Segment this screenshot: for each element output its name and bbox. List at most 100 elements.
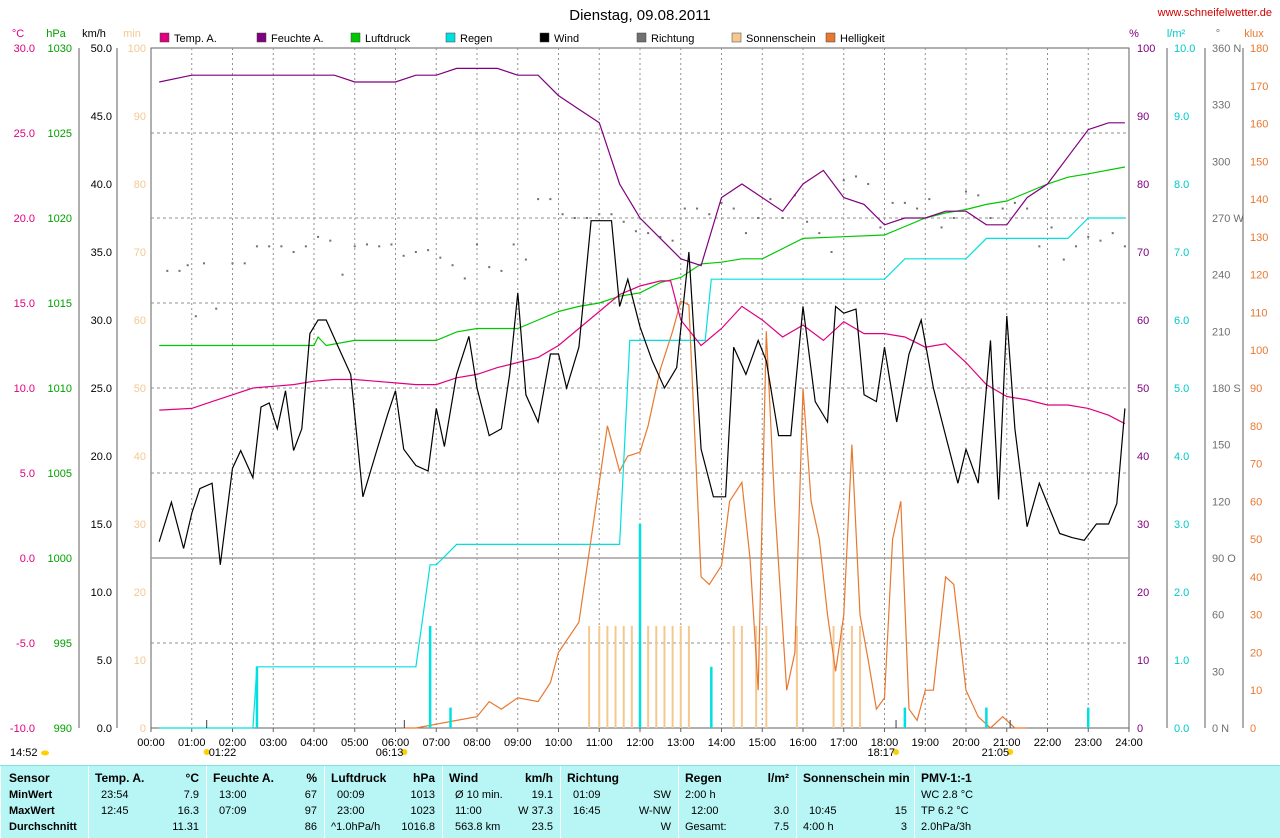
direction-point — [916, 207, 919, 210]
wind-tick-label: 45.0 — [91, 111, 112, 123]
direction-point — [561, 213, 564, 216]
brightness-tick-label: 0 — [1250, 723, 1256, 735]
x-axis: 00:00 01:00 02:00 03:00 04:00 05:00 06:00 07:00… — [137, 728, 1143, 749]
pmv-tp: TP 6.2 °C — [921, 805, 969, 817]
humidity-tick-label: 30 — [1137, 519, 1149, 531]
direction-point — [1123, 245, 1126, 248]
humidity-max-time: 07:09 — [219, 805, 247, 817]
sunshine-header: Sonnenschein min — [803, 771, 910, 785]
direction-point — [524, 258, 527, 261]
rain-total: 7.5 — [773, 821, 789, 833]
wind-tick-label: 15.0 — [91, 519, 112, 531]
x-tick-label: 11:00 — [586, 737, 613, 749]
rain-tick-label: 10.0 — [1174, 43, 1195, 55]
direction-point — [1087, 235, 1090, 238]
direction-point — [202, 262, 205, 265]
direction-point — [732, 207, 735, 210]
rain-tick-label: 6.0 — [1174, 315, 1189, 327]
direction-point — [598, 213, 601, 216]
legend-swatch — [731, 32, 742, 43]
direction-point — [1013, 201, 1016, 204]
wind-tick-label: 0.0 — [97, 723, 112, 735]
humidity-max: 97 — [304, 805, 317, 817]
direction-point — [867, 183, 870, 185]
sunrise-marker-label: 06:13 — [376, 747, 404, 759]
summary-pmv-column: PMV-1:-1 WC 2.8 °C TP 6.2 °C 2.0hPa/3h — [914, 766, 1015, 838]
direction-point — [1026, 207, 1029, 210]
temp-avg: 11.31 — [172, 821, 199, 833]
wind-unit-label: km/h — [82, 28, 106, 40]
direction-avg: W — [660, 821, 671, 833]
direction-point — [255, 245, 258, 248]
summary-temp-column: Temp. A. °C 23:54 7.9 12:45 16.3 11.31 — [88, 766, 207, 838]
durchschnitt-label: Durchschnitt — [9, 821, 77, 833]
x-tick-label: 08:00 — [463, 737, 491, 749]
wind-max-time: 11:00 — [455, 805, 482, 817]
dusk-marker-label: 21:05 — [982, 747, 1010, 759]
website-label[interactable]: www.schneifelwetter.de — [1157, 7, 1272, 19]
legend-label: Luftdruck — [365, 33, 411, 45]
direction-point — [940, 226, 943, 229]
wind-distance: 563.8 km — [455, 821, 501, 833]
brightness-unit-label: klux — [1244, 28, 1264, 40]
summary-sensor-column: Sensor MinWert MaxWert Durchschnitt — [0, 766, 89, 838]
minwert-label: MinWert — [9, 789, 53, 801]
brightness-tick-label: 110 — [1250, 307, 1268, 319]
pmv-trend: 2.0hPa/3h — [921, 821, 972, 833]
x-tick-label: 21:00 — [993, 737, 1021, 749]
brightness-tick-label: 100 — [1250, 345, 1268, 357]
summary-pressure-column: Luftdruck hPa 00:09 1013 23:00 1023 ^1.0hPa… — [324, 766, 443, 838]
direction-point — [708, 213, 711, 216]
weather-chart: Dienstag, 09.08.2011 www.schneifelwetter… — [9, 7, 1272, 759]
brightness-tick-label: 150 — [1250, 156, 1268, 168]
rain-tick-label: 3.0 — [1174, 519, 1189, 531]
x-tick-label: 04:00 — [300, 737, 328, 749]
sun-tick-label: 40 — [134, 451, 146, 463]
direction-point — [1050, 226, 1053, 229]
humidity-unit-label: % — [1129, 28, 1139, 40]
temp-unit: °C — [185, 771, 199, 785]
x-tick-label: 23:00 — [1074, 737, 1102, 749]
direction-tick-label: 60 — [1212, 610, 1224, 622]
dusk-marker-sun-icon — [1007, 749, 1014, 755]
temp-tick-label: 30.0 — [14, 43, 35, 55]
legend-swatch — [636, 32, 647, 43]
brightness-tick-label: 170 — [1250, 81, 1268, 93]
legend-label: Regen — [460, 33, 492, 45]
summary-sunshine-column: Sonnenschein min 10:45 15 4:00 h 3 — [796, 766, 915, 838]
rain-tick-label: 2.0 — [1174, 587, 1189, 599]
maxwert-label: MaxWert — [9, 805, 55, 817]
direction-tick-label: 180 S — [1212, 383, 1241, 395]
direction-point — [500, 269, 503, 272]
brightness-tick-label: 180 — [1250, 43, 1268, 55]
pressure-header: Luftdruck — [331, 771, 387, 785]
direction-point — [928, 198, 931, 201]
direction-point — [683, 207, 686, 210]
sun-tick-label: 70 — [134, 247, 146, 259]
pressure-tick-label: 1020 — [48, 213, 72, 225]
humidity-min-time: 13:00 — [219, 789, 247, 801]
direction-point — [439, 256, 442, 259]
pmv-wc: WC 2.8 °C — [921, 789, 974, 801]
humidity-tick-label: 40 — [1137, 451, 1149, 463]
summary-table: Sensor MinWert MaxWert Durchschnitt Temp… — [0, 765, 1280, 838]
direction-point — [292, 251, 295, 253]
pressure-trend: ^1.0hPa/h — [331, 821, 381, 833]
direction-point — [903, 201, 906, 204]
brightness-tick-label: 140 — [1250, 194, 1268, 206]
axis-unit-labels: °C hPa km/h min% l/m² ° klux — [12, 28, 1264, 40]
pressure-tick-label: 1005 — [48, 468, 72, 480]
legend-label: Temp. A. — [174, 33, 217, 45]
temp-a-line — [159, 280, 1126, 425]
temp-tick-label: 15.0 — [14, 298, 35, 310]
humidity-tick-label: 100 — [1137, 43, 1155, 55]
right-axes: 100908070605040302010010.09.08.07.06.05.… — [1137, 43, 1268, 735]
humidity-header: Feuchte A. — [213, 771, 274, 785]
pressure-avg: 1016.8 — [401, 821, 435, 833]
sun-tick-label: 100 — [128, 43, 146, 55]
direction-point — [818, 232, 821, 235]
x-tick-label: 17:00 — [830, 737, 858, 749]
direction-point — [231, 262, 234, 265]
direction-tick-label: 90 O — [1212, 553, 1236, 565]
direction-point — [353, 245, 356, 248]
